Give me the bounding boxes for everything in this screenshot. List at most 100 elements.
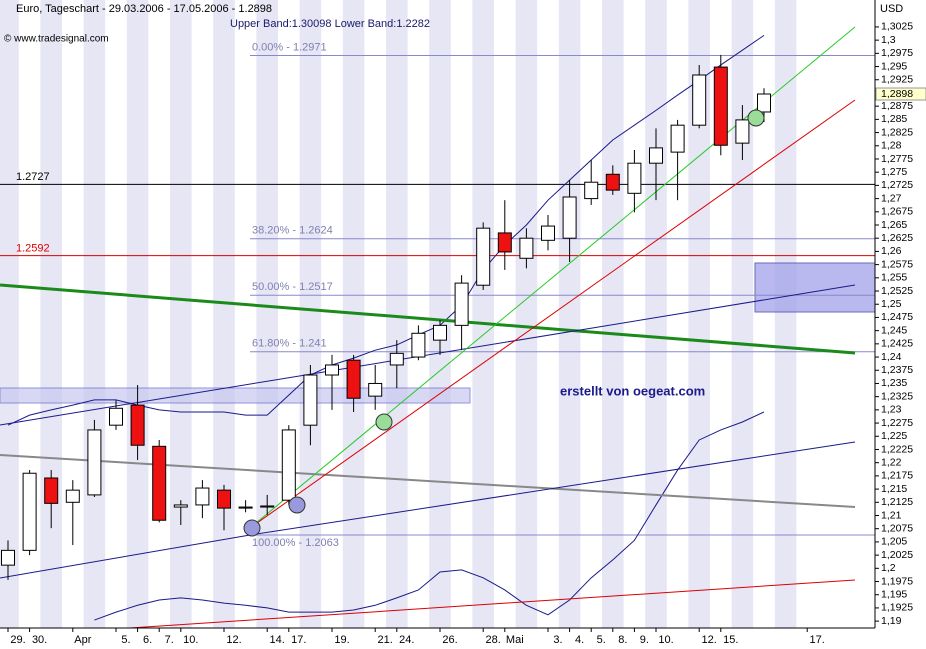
source: © www.tradesignal.com [4, 34, 109, 45]
candle-body [497, 232, 512, 253]
candle-body [411, 332, 426, 358]
day-stripe [645, 0, 667, 628]
day-stripe [126, 0, 149, 628]
candle-body [1, 549, 15, 566]
candle-body [562, 196, 577, 239]
y-tick-label: 1,2425 [881, 338, 913, 350]
y-tick-label: 1,2075 [881, 522, 913, 534]
last-price-label: 1,2898 [881, 88, 913, 100]
day-stripe [558, 0, 581, 628]
day-stripe [731, 0, 754, 628]
day-stripe [515, 0, 538, 628]
x-tick-label: 5. [597, 634, 606, 646]
x-tick-label: 26. [442, 634, 457, 646]
y-tick-label: 1,23 [881, 404, 902, 416]
y-tick-label: 1,215 [881, 483, 907, 495]
y-tick-label: 1,26 [881, 245, 902, 257]
y-tick-label: 1,2375 [881, 364, 913, 376]
x-tick-label: 28. [486, 634, 501, 646]
y-tick-label: 1,235 [881, 377, 907, 389]
y-tick-label: 1,2875 [881, 100, 913, 112]
candle-body [303, 374, 318, 426]
y-tick-label: 1,25 [881, 298, 902, 310]
y-tick-label: 1,2625 [881, 232, 913, 244]
y-axis-label: USD [880, 3, 903, 15]
x-tick-label: 8. [618, 634, 627, 646]
candle-body [454, 282, 469, 326]
zone-box [754, 262, 876, 313]
x-tick-label: 3. [553, 634, 562, 646]
day-stripe [602, 0, 624, 628]
candle-body [22, 472, 37, 551]
x-tick-label: 10. [658, 634, 673, 646]
candle-body [627, 162, 642, 194]
candle-body [649, 147, 663, 164]
x-tick-label: 17. [291, 634, 306, 646]
y-tick-label: 1,255 [881, 272, 907, 284]
y-tick-label: 1,27 [881, 192, 902, 204]
y-tick-label: 1,2125 [881, 496, 913, 508]
day-stripe [83, 0, 106, 628]
x-axis-panel [0, 628, 875, 649]
y-tick-label: 1,2825 [881, 126, 913, 138]
band-line [94, 411, 765, 621]
candle-body [735, 119, 750, 144]
y-tick-label: 1,2925 [881, 74, 913, 86]
candle-body [325, 364, 339, 376]
y-tick-label: 1,2325 [881, 390, 913, 402]
x-tick-label: 17. [810, 634, 825, 646]
y-tick-label: 1,2775 [881, 153, 913, 165]
day-stripe [0, 0, 19, 628]
y-tick-label: 1,195 [881, 589, 907, 601]
candles [1, 54, 771, 580]
y-tick-label: 1,295 [881, 60, 907, 72]
signal-circle [375, 413, 393, 431]
chart-subtitle: Upper Band:1.30098 Lower Band:1.2282 [230, 18, 430, 30]
day-stripe [213, 0, 235, 628]
y-tick-label: 1,3 [881, 34, 896, 46]
levels: 1.2727 1.2592 0.00% - 1.2971 38.20% - 1.262… [0, 34, 875, 621]
signal-circle [288, 496, 306, 514]
x-tick-label: 12. [702, 634, 717, 646]
x-tick-label: 12. [226, 634, 241, 646]
x-tick-label: 15. [723, 634, 738, 646]
x-tick-label: 6. [143, 634, 152, 646]
fib-label: 100.00% - 1.2063 [252, 537, 339, 549]
trend-line [129, 579, 856, 629]
trend-line [0, 284, 856, 426]
y-tick-label: 1,225 [881, 430, 907, 442]
y-tick-label: 1,275 [881, 166, 907, 178]
candle-body [195, 487, 210, 506]
level-label: 1.2727 [16, 171, 50, 183]
band-line [7, 34, 765, 426]
y-tick-label: 1,28 [881, 140, 902, 152]
x-tick-label: 29. [10, 634, 25, 646]
day-stripe [40, 0, 62, 628]
chart-title: Euro, Tageschart - 29.03.2006 - 17.05.20… [16, 3, 272, 15]
x-tick-label: Apr [74, 634, 91, 646]
trend-line [0, 454, 856, 508]
fib-label: 50.00% - 1.2517 [252, 281, 333, 293]
y-tick-label: 1,2725 [881, 179, 913, 191]
y-tick-label: 1,19 [881, 615, 902, 627]
trend-line [249, 99, 856, 529]
candle-body [476, 227, 491, 286]
candle-body [584, 181, 599, 200]
y-tick-label: 1,2575 [881, 258, 913, 270]
y-tick-label: 1,24 [881, 351, 902, 363]
zone-box [0, 387, 471, 404]
x-tick-label: 4. [575, 634, 584, 646]
trend-line [249, 441, 856, 536]
candle-body [433, 324, 447, 341]
candle-body [152, 445, 167, 521]
candle-body [368, 382, 383, 397]
annotation: erstellt von oegeat.com [560, 383, 705, 398]
last-price-box [875, 87, 926, 101]
y-tick-label: 1,285 [881, 113, 907, 125]
x-tick-label: 10. [183, 634, 198, 646]
x-tick-label: Mai [506, 634, 524, 646]
candle-body [173, 504, 188, 508]
day-stripe [472, 0, 494, 628]
